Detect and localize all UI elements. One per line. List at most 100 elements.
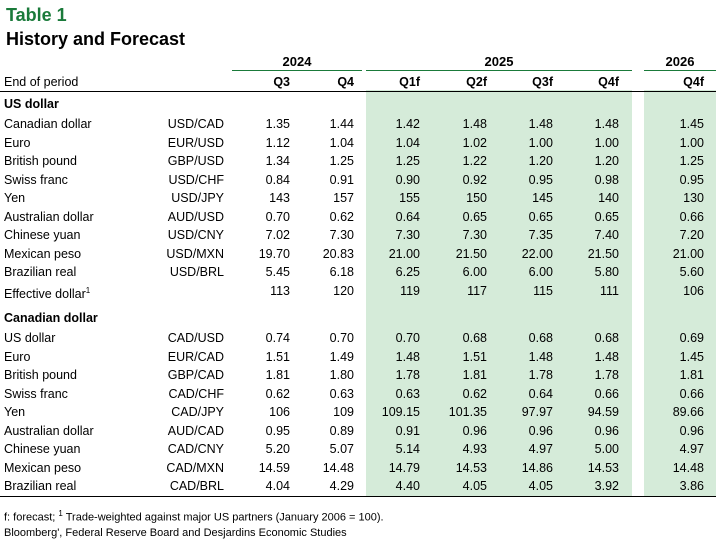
row-label-text: Swiss franc xyxy=(4,172,68,187)
period-label: End of period xyxy=(4,75,79,89)
cell-q1f: 4.40 xyxy=(395,479,420,493)
footnote-source: Bloomberg', Federal Reserve Board and De… xyxy=(4,527,347,539)
row-label-text: Effective dollar xyxy=(4,286,86,301)
row-label: Yen xyxy=(4,189,25,207)
cell-q4f: 0.66 xyxy=(594,386,619,401)
cell-q4: 0.63 xyxy=(329,386,354,401)
cell-q3: 4.04 xyxy=(265,479,290,493)
row-label-text: Australian dollar xyxy=(4,423,94,438)
currency-pair: CAD/CNY xyxy=(167,442,224,456)
cell-q3: 0.70 xyxy=(265,209,290,224)
row-label-sup: 1 xyxy=(85,285,91,295)
table-title: History and Forecast xyxy=(6,29,186,49)
cell-q4f: 21.50 xyxy=(587,246,619,261)
row-label-text: Swiss franc xyxy=(4,386,68,401)
cell-q4f-2026: 130 xyxy=(683,191,704,205)
cell-q3: 0.74 xyxy=(265,331,290,345)
row-label: British pound xyxy=(4,366,77,384)
forecast-shade-2025 xyxy=(366,90,632,496)
table-row: Canadian dollar USD/CAD 1.35 1.44 1.42 1.48 1.… xyxy=(0,115,716,133)
cell-q4f-2026: 0.96 xyxy=(679,423,704,438)
cell-q4: 157 xyxy=(333,191,354,205)
cell-q4f-2026: 1.45 xyxy=(679,349,704,364)
row-label-text: Euro xyxy=(4,349,31,364)
row-label-text: Chinese yuan xyxy=(4,228,81,242)
cell-q4f: 7.40 xyxy=(594,228,619,242)
cell-q3: 1.81 xyxy=(265,368,290,382)
cell-q2f: 0.62 xyxy=(462,386,487,401)
currency-pair: USD/CNY xyxy=(167,228,224,242)
table-row: Swiss franc CAD/CHF 0.62 0.63 0.63 0.62 0.64 0.… xyxy=(0,385,716,403)
cell-q3f: 22.00 xyxy=(521,246,553,261)
cell-q3: 5.20 xyxy=(265,442,290,456)
footnote-sup: 1 xyxy=(58,509,63,518)
currency-pair: EUR/CAD xyxy=(167,349,224,364)
currency-pair: EUR/USD xyxy=(167,135,224,150)
cell-q4f-2026: 1.00 xyxy=(679,135,704,150)
cell-q4f-2026: 1.81 xyxy=(679,368,704,382)
cell-q1f: 14.79 xyxy=(388,460,420,475)
cell-q2f: 14.53 xyxy=(455,460,487,475)
cell-q3: 0.62 xyxy=(265,386,290,401)
table-row: Yen CAD/JPY 106 109 109.15 101.35 97.97 94.59 89… xyxy=(0,403,716,421)
table-row: Australian dollar AUD/USD 0.70 0.62 0.64 0.65… xyxy=(0,208,716,226)
cell-q4f: 0.68 xyxy=(594,331,619,345)
cell-q4f-2026: 0.95 xyxy=(679,172,704,187)
cell-q1f: 0.70 xyxy=(395,331,420,345)
cell-q4f: 3.92 xyxy=(594,479,619,493)
cell-q3f: 1.78 xyxy=(528,368,553,382)
row-label-text: British pound xyxy=(4,368,77,382)
year-2025-underline xyxy=(366,70,632,71)
cell-q3f: 0.65 xyxy=(528,209,553,224)
cell-q4: 120 xyxy=(333,283,354,298)
cell-q3f: 1.00 xyxy=(528,135,553,150)
cell-q4f: 14.53 xyxy=(587,460,619,475)
cell-q4: 1.25 xyxy=(329,154,354,168)
cell-q3: 113 xyxy=(270,283,290,298)
cell-q4f-2026: 3.86 xyxy=(679,479,704,493)
cell-q1f: 119 xyxy=(400,283,420,298)
cell-q4f: 1.00 xyxy=(594,135,619,150)
row-label: Canadian dollar xyxy=(4,115,92,133)
table-row: Euro EUR/USD 1.12 1.04 1.04 1.02 1.00 1.00 1.00 xyxy=(0,134,716,152)
forecast-shade-2026 xyxy=(644,90,716,496)
cell-q3f: 145 xyxy=(532,191,553,205)
cell-q3f: 4.05 xyxy=(528,479,553,493)
row-label-text: Yen xyxy=(4,405,26,419)
cell-q4: 14.48 xyxy=(322,460,354,475)
currency-pair: USD/CHF xyxy=(168,172,224,187)
section-title: Canadian dollar xyxy=(4,311,98,325)
cell-q4f: 0.96 xyxy=(594,423,619,438)
row-label: Brazilian real xyxy=(4,477,76,495)
year-2024-underline xyxy=(232,70,362,71)
row-label: Swiss franc xyxy=(4,385,68,403)
cell-q1f: 0.91 xyxy=(395,423,420,438)
row-label-text: Canadian dollar xyxy=(4,117,92,131)
row-label: US dollar xyxy=(4,329,55,347)
row-label: British pound xyxy=(4,152,77,170)
col-q3: Q3 xyxy=(273,75,290,89)
row-label-text: Mexican peso xyxy=(4,246,82,261)
cell-q4: 0.62 xyxy=(329,209,354,224)
currency-pair: CAD/MXN xyxy=(166,460,224,475)
table-row: British pound GBP/CAD 1.81 1.80 1.78 1.81 1.78… xyxy=(0,366,716,384)
row-label: Effective dollar1 xyxy=(4,282,90,303)
cell-q1f: 6.25 xyxy=(395,265,420,279)
section-title: US dollar xyxy=(4,97,59,111)
cell-q2f: 117 xyxy=(467,283,487,298)
cell-q4: 1.49 xyxy=(329,349,354,364)
col-q3f: Q3f xyxy=(532,75,553,89)
cell-q1f: 0.63 xyxy=(395,386,420,401)
table-row: Effective dollar1 113 120 119 117 115 111 106 xyxy=(0,282,716,303)
year-2025: 2025 xyxy=(484,54,514,69)
cell-q4f: 94.59 xyxy=(587,405,619,419)
cell-q1f: 7.30 xyxy=(395,228,420,242)
cell-q1f: 0.90 xyxy=(395,172,420,187)
currency-pair: GBP/CAD xyxy=(167,368,224,382)
cell-q4f: 5.80 xyxy=(594,265,619,279)
cell-q3f: 0.96 xyxy=(528,423,553,438)
row-label-text: Australian dollar xyxy=(4,209,94,224)
row-label-text: Mexican peso xyxy=(4,460,82,475)
cell-q3f: 4.97 xyxy=(528,442,553,456)
table-row: US dollar CAD/USD 0.74 0.70 0.70 0.68 0.68 0.68… xyxy=(0,329,716,347)
